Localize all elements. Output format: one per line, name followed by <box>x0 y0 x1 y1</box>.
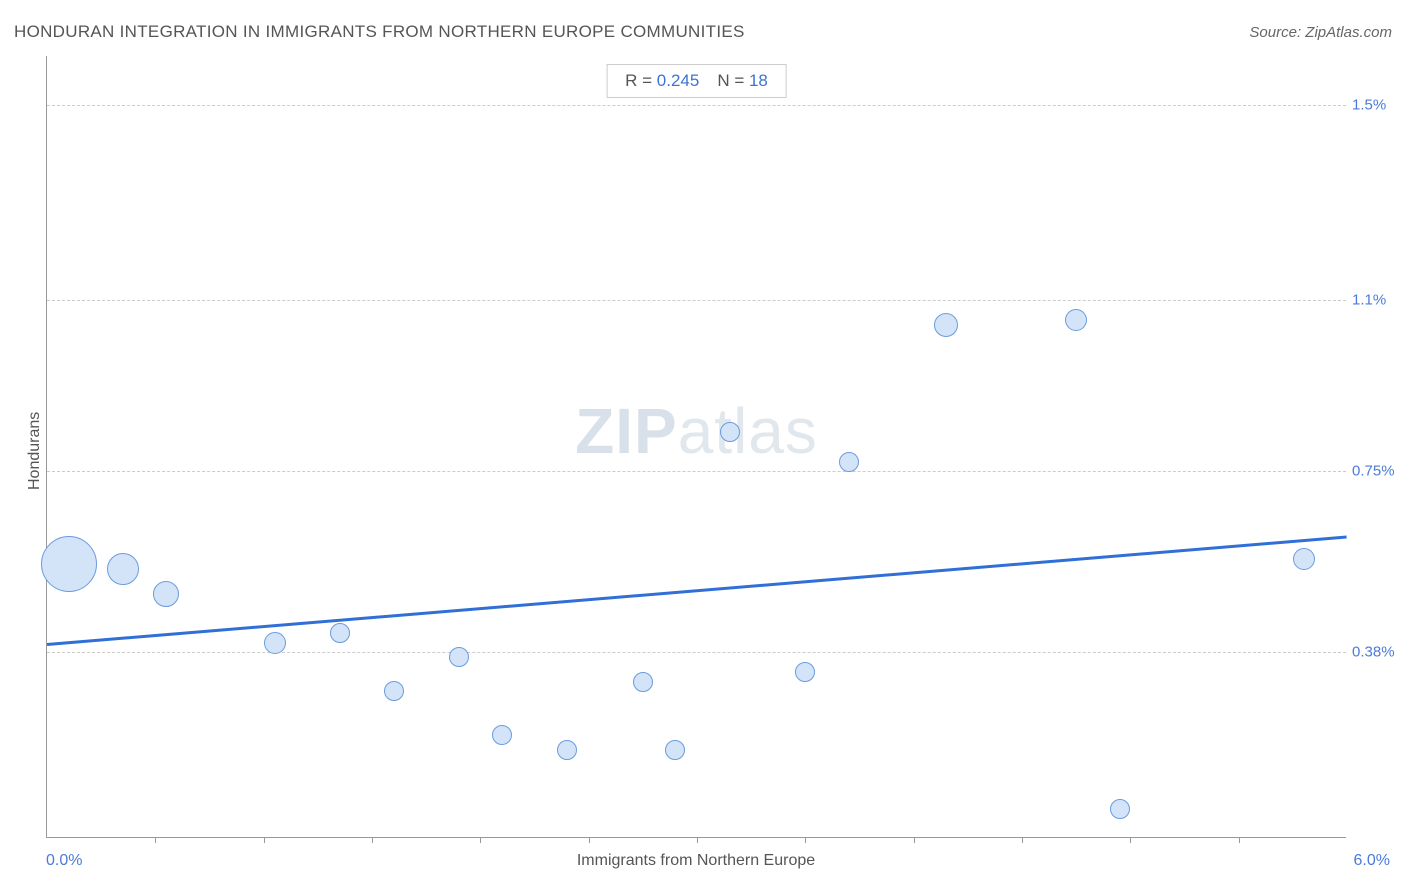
title-row: HONDURAN INTEGRATION IN IMMIGRANTS FROM … <box>14 22 1392 42</box>
data-point <box>557 740 577 760</box>
data-point <box>264 632 286 654</box>
r-value: 0.245 <box>657 71 700 90</box>
data-point <box>1065 309 1087 331</box>
trendline <box>47 535 1347 645</box>
data-point <box>449 647 469 667</box>
source-label: Source: ZipAtlas.com <box>1249 24 1392 41</box>
data-point <box>720 422 740 442</box>
y-tick-label: 1.5% <box>1352 96 1400 113</box>
data-point <box>934 313 958 337</box>
y-tick-label: 0.38% <box>1352 644 1400 661</box>
x-tick <box>372 837 373 843</box>
data-point <box>795 662 815 682</box>
n-value: 18 <box>749 71 768 90</box>
watermark: ZIPatlas <box>575 394 818 468</box>
chart-title: HONDURAN INTEGRATION IN IMMIGRANTS FROM … <box>14 22 745 42</box>
data-point <box>107 553 139 585</box>
data-point <box>330 623 350 643</box>
x-tick <box>264 837 265 843</box>
x-tick <box>697 837 698 843</box>
source-prefix: Source: <box>1249 24 1305 41</box>
x-tick <box>1239 837 1240 843</box>
plot-area: ZIPatlas R = 0.245N = 18 0.38%0.75%1.1%1… <box>46 56 1346 838</box>
data-point <box>492 725 512 745</box>
y-tick-label: 0.75% <box>1352 463 1400 480</box>
x-max-label: 6.0% <box>1354 852 1390 870</box>
watermark-zip: ZIP <box>575 395 678 467</box>
y-axis-label: Hondurans <box>26 412 44 490</box>
data-point <box>1293 548 1315 570</box>
x-tick <box>1022 837 1023 843</box>
x-axis-label: Immigrants from Northern Europe <box>46 852 1346 870</box>
data-point <box>665 740 685 760</box>
x-tick <box>914 837 915 843</box>
x-tick <box>805 837 806 843</box>
gridline <box>47 471 1346 472</box>
x-tick <box>155 837 156 843</box>
data-point <box>384 681 404 701</box>
r-label: R = <box>625 71 657 90</box>
x-tick <box>1130 837 1131 843</box>
x-tick <box>589 837 590 843</box>
stats-box: R = 0.245 N = 18 <box>606 64 787 98</box>
data-point <box>41 536 97 592</box>
data-point <box>839 452 859 472</box>
watermark-atlas: atlas <box>678 395 818 467</box>
n-label: N = <box>717 71 749 90</box>
gridline <box>47 105 1346 106</box>
gridline <box>47 652 1346 653</box>
data-point <box>633 672 653 692</box>
data-point <box>153 581 179 607</box>
gridline <box>47 300 1346 301</box>
data-point <box>1110 799 1130 819</box>
x-tick <box>480 837 481 843</box>
source-name: ZipAtlas.com <box>1305 24 1392 41</box>
y-tick-label: 1.1% <box>1352 292 1400 309</box>
